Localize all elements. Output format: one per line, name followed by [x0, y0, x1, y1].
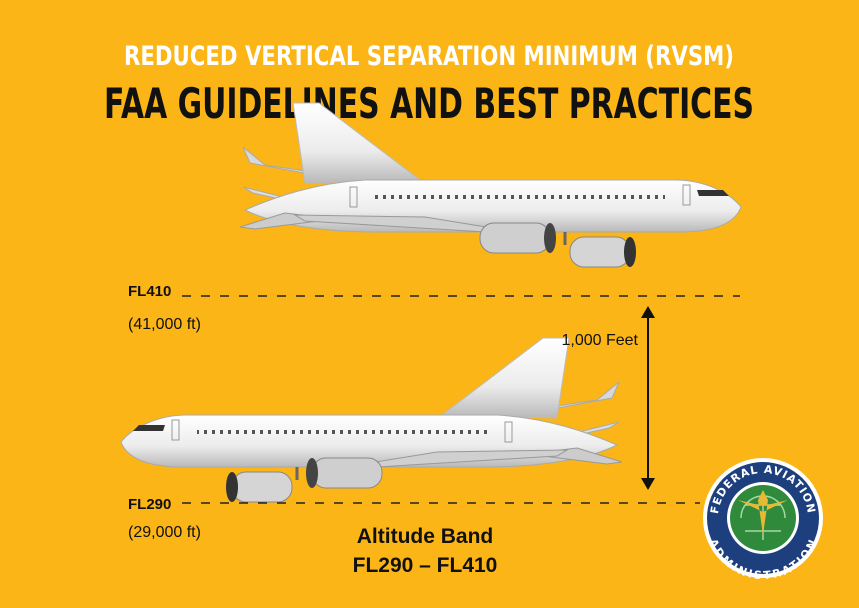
- separation-arrow: [641, 306, 655, 490]
- title-line2: FAA GUIDELINES AND BEST PRACTICES: [104, 79, 754, 128]
- band-title: Altitude Band: [357, 525, 494, 548]
- level-altitude: (29,000 ft): [128, 524, 201, 541]
- lower-airplane: [119, 336, 624, 504]
- level-label: FL410: [128, 283, 171, 300]
- faa-seal: FEDERAL AVIATION ADMINISTRATION: [703, 458, 823, 582]
- title-line1: REDUCED VERTICAL SEPARATION MINIMUM (RVS…: [124, 41, 734, 72]
- level-altitude: (41,000 ft): [128, 316, 201, 333]
- level-label: FL290: [128, 496, 171, 513]
- separation-label: 1,000 Feet: [562, 332, 639, 349]
- band-range: FL290 – FL410: [353, 554, 498, 577]
